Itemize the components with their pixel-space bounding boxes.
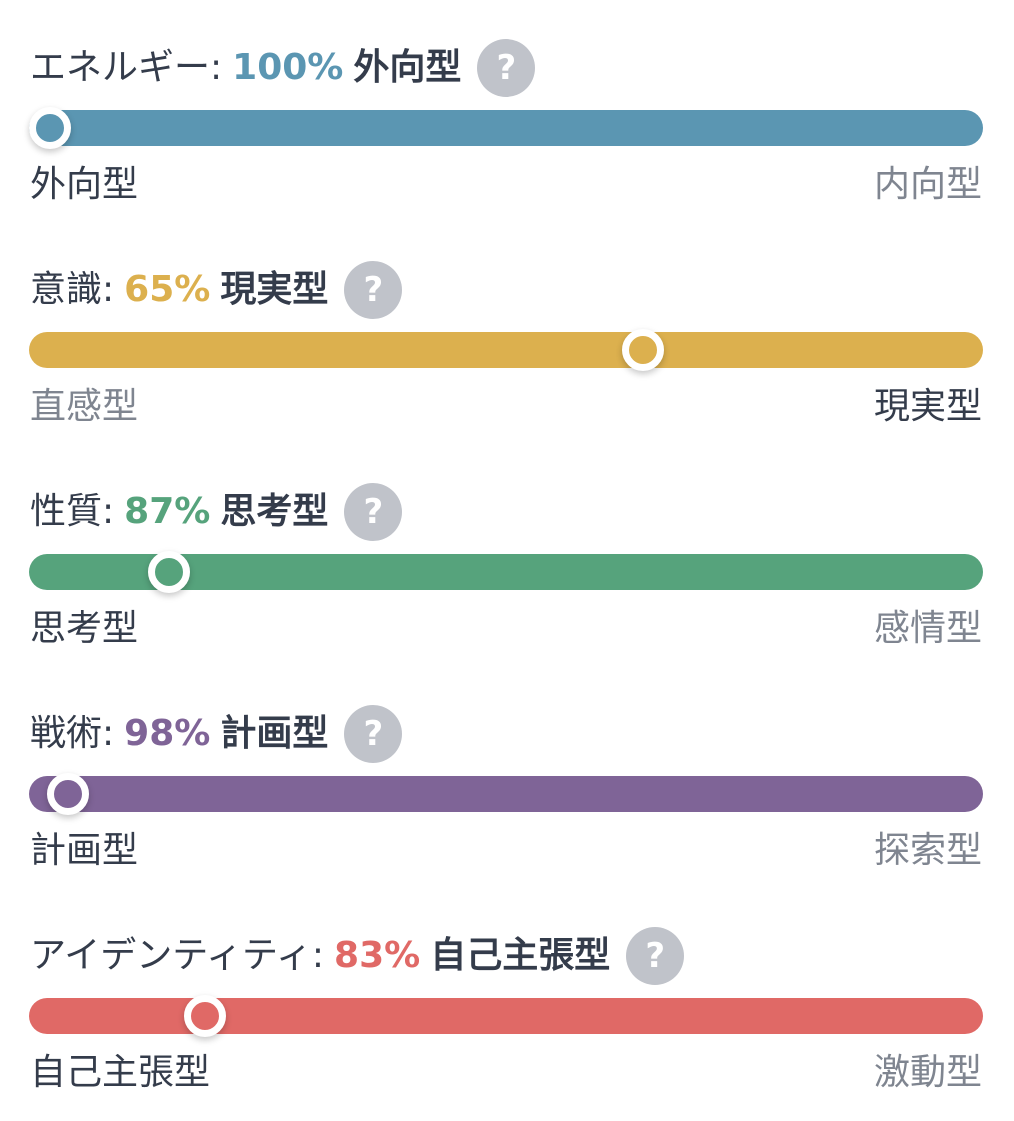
trait-type: 思考型 [220,491,329,532]
trait-energy: エネルギー:100% 外向型? 外向型 内向型 [0,0,1014,205]
help-icon[interactable]: ? [344,705,403,763]
trait-colon: : [102,491,115,532]
trait-slider-track[interactable] [29,995,983,1037]
trait-nature: 性質:87% 思考型? 思考型 感情型 [0,444,1014,649]
left-pole-label: 直感型 [30,386,139,427]
help-icon[interactable]: ? [477,39,536,97]
trait-slider-track[interactable] [29,107,983,149]
trait-percent: 65% [124,269,211,310]
trait-percent: 100% [232,47,344,88]
help-icon[interactable]: ? [344,483,403,541]
trait-colon: : [210,47,223,88]
trait-label: エネルギー [30,47,211,88]
trait-title: 意識:65% 現実型? [30,260,403,320]
trait-label: 戦術 [30,713,103,754]
trait-slider-knob[interactable] [621,329,664,371]
left-pole-label: 自己主張型 [30,1052,211,1093]
trait-title: エネルギー:100% 外向型? [30,38,536,98]
trait-slider-track[interactable] [29,773,983,815]
trait-percent: 98% [124,713,211,754]
trait-type: 外向型 [353,47,462,88]
trait-label: アイデンティティ [30,935,312,976]
trait-type: 自己主張型 [430,935,611,976]
right-pole-label: 現実型 [873,386,982,427]
trait-colon: : [311,935,325,976]
trait-slider-knob[interactable] [147,551,190,593]
right-pole-label: 激動型 [873,1052,982,1093]
right-pole-label: 感情型 [873,608,982,649]
trait-label: 性質 [30,491,103,532]
left-pole-label: 計画型 [30,830,139,871]
trait-label: 意識 [30,269,103,310]
trait-title: 戦術:98% 計画型? [30,704,403,764]
right-pole-label: 内向型 [873,164,982,205]
trait-slider-track[interactable] [29,329,983,371]
left-pole-label: 外向型 [30,164,139,205]
trait-slider-knob[interactable] [184,995,227,1037]
trait-type: 現実型 [220,269,329,310]
left-pole-label: 思考型 [30,608,139,649]
trait-colon: : [102,269,115,310]
trait-type: 計画型 [220,713,329,754]
help-icon[interactable]: ? [344,261,403,319]
trait-slider-knob[interactable] [29,107,71,149]
trait-mind: 意識:65% 現実型? 直感型 現実型 [0,222,1014,427]
trait-tactics: 戦術:98% 計画型? 計画型 探索型 [0,666,1014,871]
trait-percent: 87% [124,491,211,532]
trait-colon: : [102,713,115,754]
trait-slider-knob[interactable] [47,773,90,815]
trait-slider-track[interactable] [29,551,983,593]
trait-identity: アイデンティティ:83% 自己主張型? 自己主張型 激動型 [0,888,1014,1093]
help-icon[interactable]: ? [626,927,685,985]
trait-title: アイデンティティ:83% 自己主張型? [30,926,685,986]
trait-title: 性質:87% 思考型? [30,482,403,542]
trait-percent: 83% [334,935,421,976]
right-pole-label: 探索型 [873,830,982,871]
